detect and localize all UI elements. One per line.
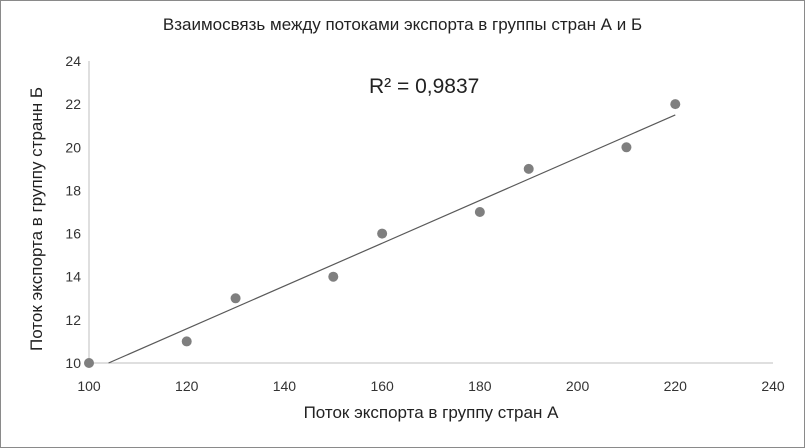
x-tick-label: 100 <box>77 378 101 394</box>
data-point <box>230 293 241 304</box>
data-point <box>181 336 192 347</box>
y-tick-label: 20 <box>65 139 81 155</box>
y-tick-label: 24 <box>65 53 81 69</box>
x-tick-label: 140 <box>273 378 297 394</box>
chart-title: Взаимосвязь между потоками экспорта в гр… <box>162 15 643 34</box>
x-tick-label: 200 <box>566 378 590 394</box>
y-tick-label: 14 <box>65 269 81 285</box>
data-point <box>474 207 485 217</box>
trendline <box>108 114 676 364</box>
y-tick-label: 12 <box>65 312 81 328</box>
data-point <box>523 163 534 174</box>
data-point <box>328 271 339 282</box>
y-tick-label: 16 <box>65 226 81 242</box>
y-tick-label: 22 <box>65 96 81 112</box>
y-tick-label: 10 <box>65 355 81 371</box>
x-tick-label: 160 <box>370 378 394 394</box>
r-squared-annotation: R² = 0,9837 <box>369 75 480 98</box>
x-tick-label: 220 <box>664 378 688 394</box>
y-tick-label: 18 <box>65 182 81 198</box>
x-axis-label: Поток экспорта в группу стран А <box>303 403 559 422</box>
x-tick-label: 120 <box>175 378 199 394</box>
x-tick-label: 240 <box>761 378 785 394</box>
x-tick-label: 180 <box>468 378 492 394</box>
data-point <box>621 142 632 153</box>
data-point <box>377 228 388 239</box>
data-point <box>84 358 94 368</box>
data-point <box>670 99 681 110</box>
